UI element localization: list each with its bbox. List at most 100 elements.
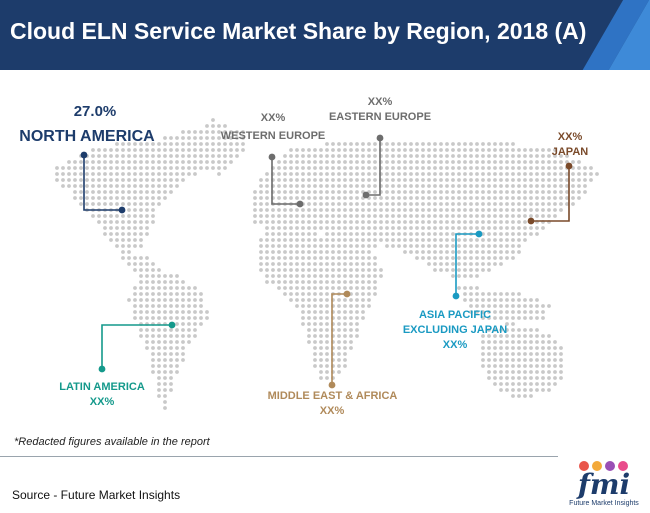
land-dot: [325, 280, 329, 284]
land-dot: [445, 232, 449, 236]
land-dot: [277, 274, 281, 278]
land-dot: [277, 244, 281, 248]
land-dot: [355, 280, 359, 284]
land-dot: [487, 304, 491, 308]
land-dot: [553, 382, 557, 386]
land-dot: [541, 214, 545, 218]
land-dot: [391, 172, 395, 176]
land-dot: [547, 154, 551, 158]
land-dot: [403, 178, 407, 182]
land-dot: [481, 346, 485, 350]
land-dot: [553, 340, 557, 344]
land-dot: [517, 208, 521, 212]
land-dot: [199, 298, 203, 302]
land-dot: [577, 190, 581, 194]
land-dot: [493, 328, 497, 332]
land-dot: [499, 352, 503, 356]
land-dot: [415, 232, 419, 236]
land-dot: [511, 142, 515, 146]
land-dot: [397, 208, 401, 212]
land-dot: [475, 274, 479, 278]
land-dot: [145, 220, 149, 224]
land-dot: [493, 340, 497, 344]
land-dot: [151, 208, 155, 212]
land-dot: [517, 244, 521, 248]
land-dot: [481, 334, 485, 338]
land-dot: [493, 382, 497, 386]
land-dot: [289, 238, 293, 242]
land-dot: [175, 298, 179, 302]
land-dot: [463, 196, 467, 200]
land-dot: [325, 334, 329, 338]
land-dot: [481, 160, 485, 164]
land-dot: [319, 250, 323, 254]
land-dot: [73, 184, 77, 188]
land-dot: [481, 142, 485, 146]
land-dot: [157, 268, 161, 272]
land-dot: [361, 202, 365, 206]
land-dot: [61, 172, 65, 176]
land-dot: [313, 274, 317, 278]
land-dot: [319, 154, 323, 158]
land-dot: [355, 292, 359, 296]
land-dot: [475, 256, 479, 260]
land-dot: [169, 298, 173, 302]
land-dot: [391, 190, 395, 194]
land-dot: [193, 328, 197, 332]
land-dot: [337, 226, 341, 230]
land-dot: [121, 190, 125, 194]
land-dot: [373, 232, 377, 236]
land-dot: [343, 226, 347, 230]
land-dot: [325, 292, 329, 296]
land-dot: [289, 286, 293, 290]
land-dot: [157, 394, 161, 398]
land-dot: [463, 286, 467, 290]
land-dot: [259, 214, 263, 218]
land-dot: [271, 256, 275, 260]
land-dot: [277, 160, 281, 164]
land-dot: [367, 220, 371, 224]
land-dot: [547, 202, 551, 206]
land-dots: [55, 118, 599, 410]
land-dot: [145, 142, 149, 146]
land-dot: [151, 268, 155, 272]
land-dot: [271, 226, 275, 230]
land-dot: [481, 292, 485, 296]
land-dot: [211, 160, 215, 164]
land-dot: [157, 358, 161, 362]
land-dot: [253, 190, 257, 194]
land-dot: [421, 256, 425, 260]
land-dot: [463, 262, 467, 266]
land-dot: [325, 352, 329, 356]
land-dot: [577, 166, 581, 170]
land-dot: [379, 220, 383, 224]
land-dot: [301, 172, 305, 176]
land-dot: [319, 226, 323, 230]
land-dot: [523, 352, 527, 356]
region-marker: [527, 217, 535, 225]
land-dot: [151, 262, 155, 266]
land-dot: [343, 262, 347, 266]
land-dot: [499, 328, 503, 332]
land-dot: [469, 292, 473, 296]
land-dot: [187, 142, 191, 146]
land-dot: [163, 196, 167, 200]
land-dot: [385, 238, 389, 242]
land-dot: [457, 256, 461, 260]
land-dot: [307, 166, 311, 170]
land-dot: [151, 346, 155, 350]
land-dot: [493, 292, 497, 296]
land-dot: [499, 148, 503, 152]
leader-line: [271, 157, 300, 205]
land-dot: [529, 382, 533, 386]
land-dot: [535, 364, 539, 368]
land-dot: [133, 286, 137, 290]
land-dot: [487, 256, 491, 260]
land-dot: [499, 160, 503, 164]
western-europe-value: XX%: [260, 112, 286, 124]
land-dot: [529, 328, 533, 332]
land-dot: [373, 292, 377, 296]
land-dot: [175, 286, 179, 290]
land-dot: [337, 352, 341, 356]
land-dot: [337, 310, 341, 314]
